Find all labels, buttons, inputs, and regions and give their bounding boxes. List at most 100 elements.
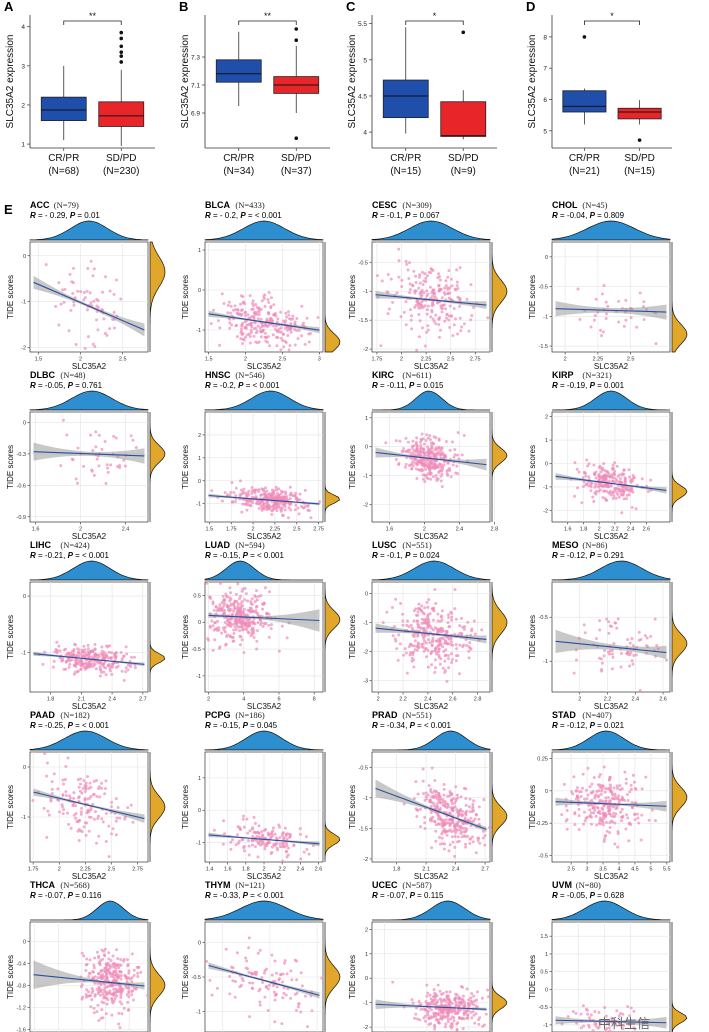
data-point xyxy=(446,642,450,646)
data-point xyxy=(76,820,80,824)
data-point xyxy=(111,962,115,966)
data-point xyxy=(286,846,290,850)
data-point xyxy=(120,1002,124,1006)
y-density xyxy=(149,582,166,692)
data-point xyxy=(440,1000,444,1004)
data-point xyxy=(397,259,401,263)
data-point xyxy=(445,313,449,317)
data-point xyxy=(281,332,285,336)
data-point xyxy=(422,1016,426,1020)
sample-size: (N=594) xyxy=(235,540,265,550)
data-point xyxy=(430,294,434,298)
data-point xyxy=(410,283,414,287)
data-point xyxy=(457,672,461,676)
data-point xyxy=(442,1014,446,1018)
data-point xyxy=(612,494,616,498)
data-point xyxy=(446,653,450,657)
y-density xyxy=(671,922,688,1032)
data-point xyxy=(250,603,254,607)
data-point xyxy=(93,993,97,997)
data-point xyxy=(117,973,121,977)
data-point xyxy=(584,483,588,487)
cancer-name: THCA xyxy=(30,880,55,890)
data-point xyxy=(594,814,598,818)
data-point xyxy=(595,823,599,827)
data-point xyxy=(66,756,70,760)
data-point xyxy=(449,1022,453,1026)
data-point xyxy=(101,652,105,656)
data-point xyxy=(443,804,447,808)
y-tick-label: -0.8 xyxy=(17,983,26,989)
data-point xyxy=(435,639,439,643)
data-point xyxy=(83,346,87,350)
data-point xyxy=(276,317,280,321)
data-point xyxy=(583,819,587,823)
data-point xyxy=(261,507,265,511)
y-tick-label: 0 xyxy=(365,445,368,451)
data-point xyxy=(293,322,297,326)
data-point xyxy=(602,483,606,487)
data-point xyxy=(116,805,120,809)
data-point xyxy=(623,770,627,774)
data-point xyxy=(452,1019,456,1023)
significance-bracket xyxy=(584,20,640,25)
y-tick-label: 3 xyxy=(21,63,25,70)
data-point xyxy=(433,820,437,824)
data-point xyxy=(429,787,433,791)
data-point xyxy=(467,805,471,809)
data-point xyxy=(226,493,230,497)
data-point xyxy=(97,956,101,960)
data-point xyxy=(61,288,65,292)
data-point xyxy=(105,1002,109,1006)
outlier xyxy=(119,44,124,49)
data-point xyxy=(247,489,251,493)
data-point xyxy=(453,448,457,452)
data-point xyxy=(427,1016,431,1020)
data-point xyxy=(470,991,474,995)
data-point xyxy=(444,284,448,288)
data-point xyxy=(253,830,257,834)
data-point xyxy=(573,812,577,816)
data-point xyxy=(65,433,69,437)
data-point xyxy=(587,475,591,479)
y-tick-label: -2 xyxy=(363,1025,368,1031)
data-point xyxy=(598,773,602,777)
data-point xyxy=(84,993,88,997)
data-point xyxy=(104,1012,108,1016)
data-point xyxy=(293,508,297,512)
data-point xyxy=(79,810,83,814)
data-point xyxy=(50,787,54,791)
data-point xyxy=(271,984,275,988)
data-point xyxy=(432,988,436,992)
data-point xyxy=(628,1014,632,1018)
data-point xyxy=(278,836,282,840)
data-point xyxy=(412,619,416,623)
x-tick-label: 2.75 xyxy=(132,867,143,873)
x-tick-label: 2.25 xyxy=(80,867,91,873)
data-point xyxy=(92,662,96,666)
data-point xyxy=(582,484,586,488)
data-point xyxy=(589,483,593,487)
data-point xyxy=(455,284,459,288)
data-point xyxy=(208,595,212,599)
data-point xyxy=(611,655,615,659)
data-point xyxy=(222,612,226,616)
data-point xyxy=(445,631,449,635)
data-point xyxy=(634,653,638,657)
data-point xyxy=(464,830,468,834)
data-point xyxy=(75,481,79,485)
y-tick-label: -2 xyxy=(21,345,26,351)
data-point xyxy=(80,983,84,987)
data-point xyxy=(416,808,420,812)
stat-line: R = -0.15, P = < 0.001 xyxy=(205,551,285,560)
data-point xyxy=(283,339,287,343)
data-point xyxy=(425,433,429,437)
data-point xyxy=(620,807,624,811)
data-point xyxy=(593,313,597,317)
data-point xyxy=(273,959,277,963)
data-point xyxy=(92,473,96,477)
data-point xyxy=(234,494,238,498)
data-point xyxy=(222,628,226,632)
